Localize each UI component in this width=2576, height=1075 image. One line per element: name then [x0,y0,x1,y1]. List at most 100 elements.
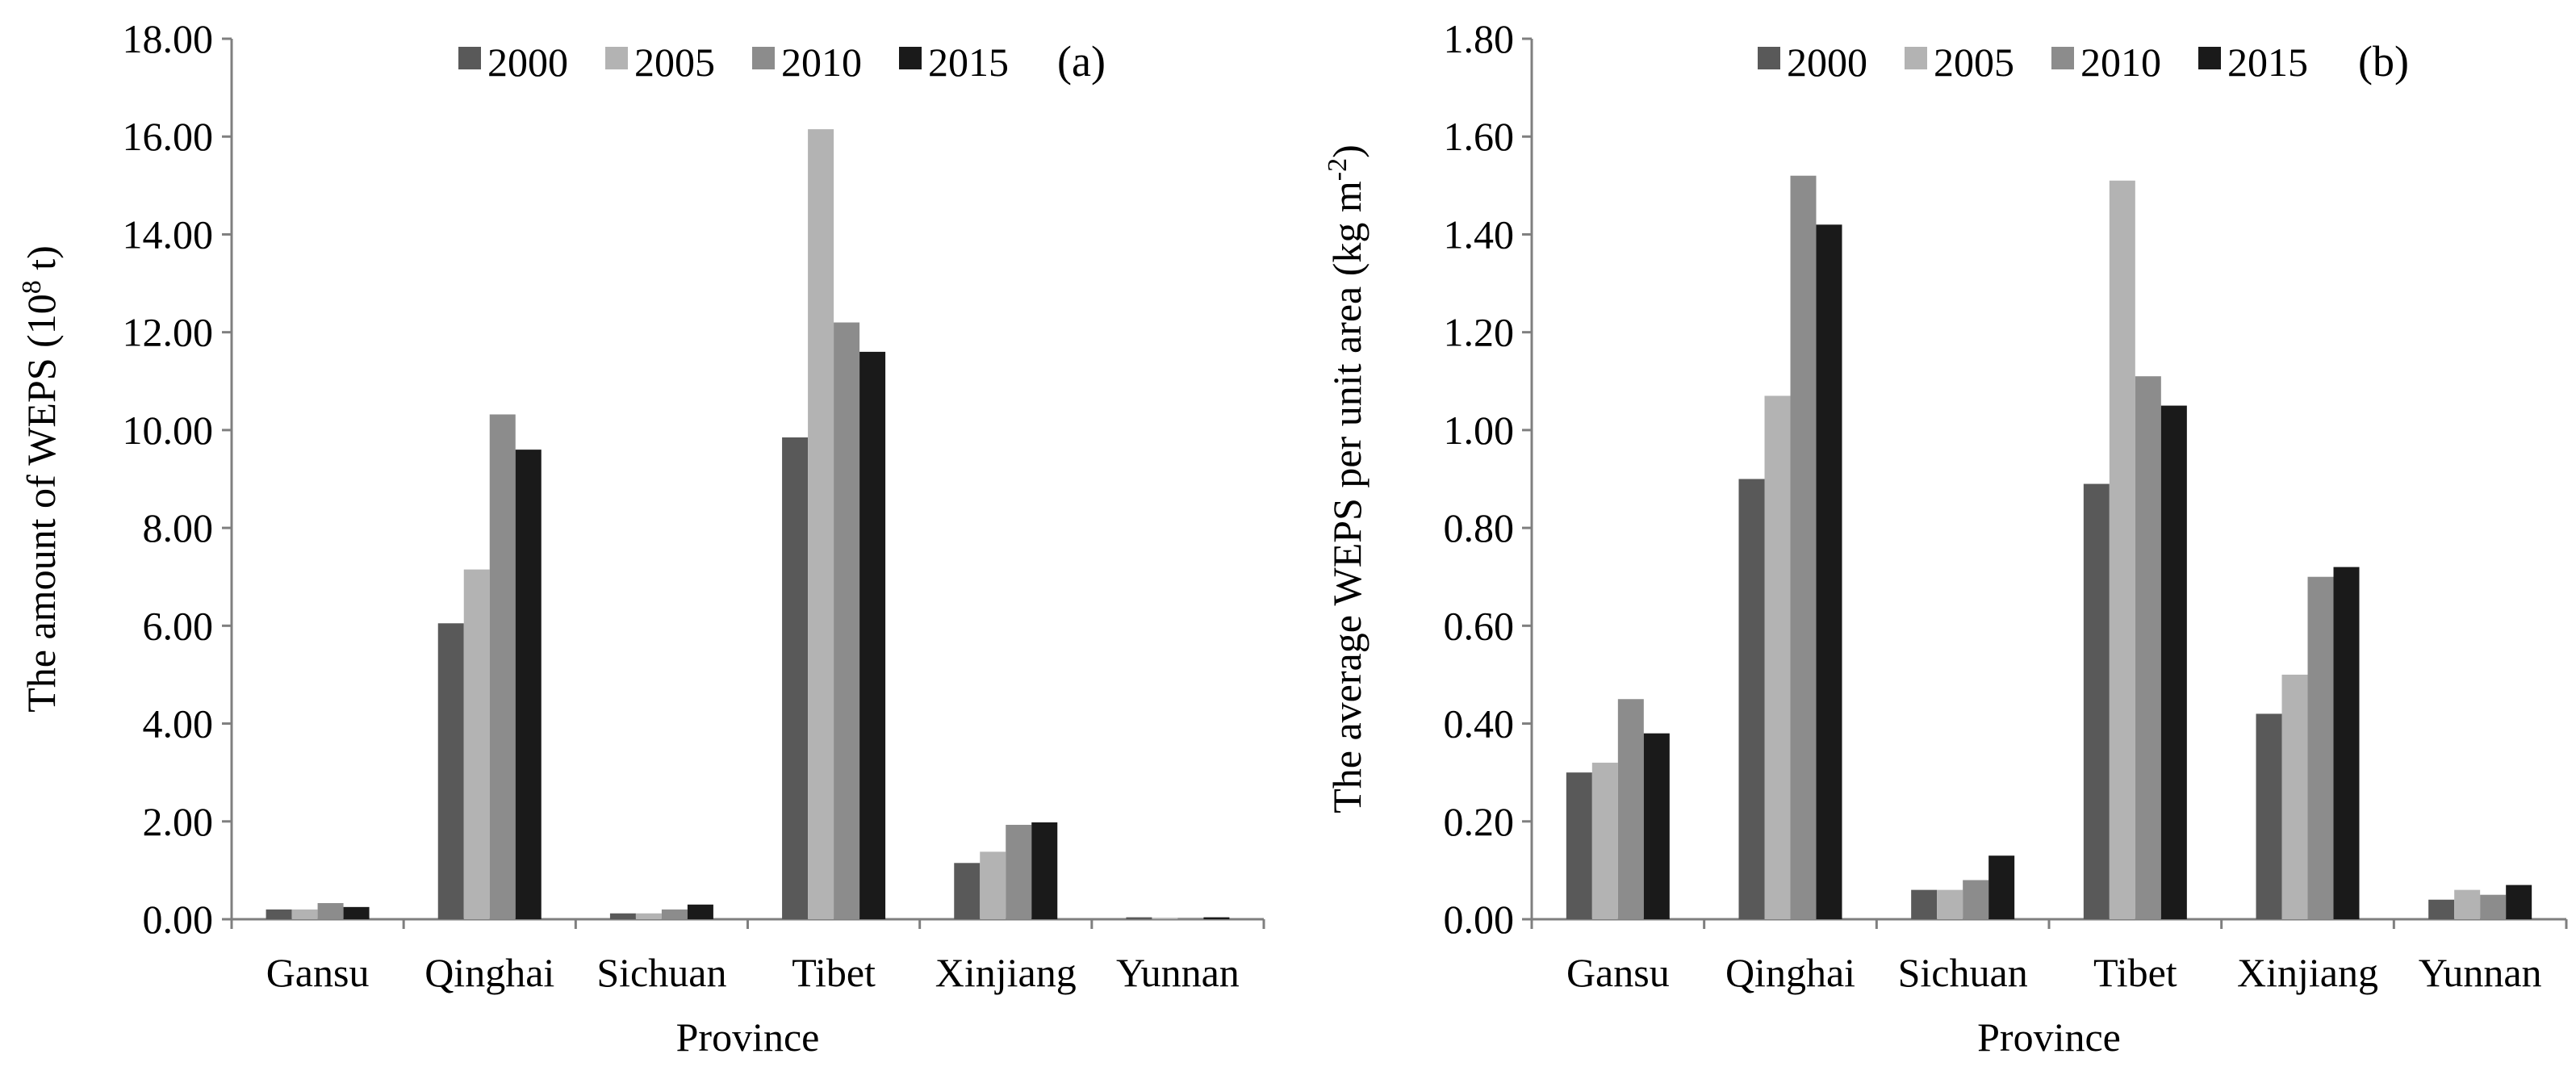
bar-2010-xinjiang [2307,576,2334,919]
bar-2010-qinghai [1790,175,1817,919]
bar-2005-xinjiang [980,851,1006,919]
x-tick-label: Yunnan [1116,950,1240,995]
bar-2005-yunnan [2454,889,2481,919]
legend-label-2005: 2005 [634,40,715,85]
bar-2015-yunnan [2506,885,2532,919]
y-tick-label: 0.40 [1444,701,1515,747]
x-tick-label: Yunnan [2419,950,2542,995]
legend-swatch-2015 [899,47,922,69]
bar-2005-gansu [291,909,318,919]
bar-2010-yunnan [2480,894,2507,919]
y-tick-label: 14.00 [123,211,214,257]
legend-label-2015: 2015 [2227,40,2308,85]
bar-2010-sichuan [661,909,688,919]
y-tick-label: 12.00 [123,310,214,355]
y-tick-label: 1.80 [1444,16,1515,61]
y-axis-unit: (kg m [1324,181,1370,276]
bar-2005-yunnan [1152,918,1178,919]
y-tick-label: 1.60 [1444,114,1515,159]
y-tick-label: 0.60 [1444,603,1515,648]
legend-swatch-2010 [2051,47,2074,69]
bar-2015-xinjiang [1031,822,1058,919]
y-tick-label: 10.00 [123,408,214,453]
x-tick-label: Qinghai [1725,950,1855,995]
bar-2010-tibet [2135,376,2161,919]
y-tick-label: 0.00 [143,897,214,942]
bar-2005-qinghai [463,569,490,919]
y-axis-unit-exponent: -2 [1323,158,1353,181]
y-axis-unit-suffix: t) [19,245,64,280]
bar-2010-yunnan [1177,918,1204,919]
bar-2010-sichuan [1963,880,1989,919]
legend-swatch-2005 [1905,47,1927,69]
x-tick-label: Gansu [266,950,370,995]
y-tick-label: 0.80 [1444,505,1515,550]
bar-2005-tibet [2109,180,2135,919]
bar-2015-qinghai [1816,224,1842,919]
x-tick-label: Sichuan [1898,950,2028,995]
y-tick-label: 16.00 [123,114,214,159]
legend-swatch-2000 [1758,47,1780,69]
y-tick-label: 4.00 [143,701,214,747]
legend-label-2010: 2010 [2080,40,2161,85]
bar-2010-gansu [317,902,344,919]
panel-label: (b) [2358,37,2409,86]
y-tick-label: 1.20 [1444,310,1515,355]
x-axis-title: Province [676,1014,820,1060]
y-tick-label: 1.40 [1444,211,1515,257]
bar-2015-yunnan [1203,917,1230,919]
bar-2000-yunnan [1126,917,1152,919]
bar-2010-tibet [834,322,860,919]
bar-2015-sichuan [1988,855,2015,919]
y-axis-title: The average WEPS per unit area (kg m-2) [1323,144,1370,814]
bar-2000-qinghai [437,623,464,919]
legend-label-2005: 2005 [1934,40,2014,85]
bar-2005-sichuan [1937,889,1963,919]
bar-2015-xinjiang [2333,567,2360,919]
chart-panel-a: 0.00 2.00 4.00 6.00 8.00 10.00 12.00 14.00 16.00… [17,16,1265,1060]
panel-label: (a) [1057,37,1106,86]
y-axis-title-text: The average WEPS per unit area [1324,276,1370,813]
bar-2005-gansu [1591,763,1618,919]
bar-2010-gansu [1617,699,1644,919]
bar-2000-sichuan [1911,889,1938,919]
legend-swatch-2005 [605,47,628,69]
y-axis-unit-suffix: ) [1324,144,1370,158]
bar-2005-sichuan [635,913,662,919]
bar-2005-tibet [808,129,834,919]
y-axis-title-text: The amount of WEPS [19,348,64,713]
y-tick-label: 0.00 [1444,897,1515,942]
bar-2000-xinjiang [954,863,981,919]
bar-2015-tibet [2160,405,2187,919]
x-tick-label: Xinjiang [2237,950,2378,995]
x-axis-title: Province [1977,1014,2121,1060]
legend-label-2000: 2000 [487,40,568,85]
y-axis-title: The amount of WEPS (108 t) [17,245,64,713]
x-tick-label: Qinghai [424,950,554,995]
x-tick-label: Tibet [792,950,876,995]
bar-2015-gansu [343,906,370,919]
bar-2015-qinghai [515,450,542,919]
y-axis-unit-exponent: 8 [17,280,47,294]
bar-2015-tibet [859,351,886,919]
bar-2000-qinghai [1738,479,1765,919]
bar-2015-gansu [1643,733,1670,919]
x-tick-label: Sichuan [596,950,726,995]
bar-2000-gansu [266,909,292,919]
bar-2010-xinjiang [1006,825,1032,919]
bar-2015-sichuan [687,904,713,919]
bar-2005-qinghai [1764,395,1791,919]
y-axis-unit: (10 [19,294,64,348]
y-tick-label: 2.00 [143,799,214,844]
bar-2005-xinjiang [2281,674,2308,919]
x-tick-label: Gansu [1566,950,1670,995]
y-tick-label: 8.00 [143,505,214,550]
bar-2000-tibet [782,437,809,919]
legend-label-2010: 2010 [781,40,862,85]
y-tick-label: 1.00 [1444,408,1515,453]
bar-2000-xinjiang [2256,713,2282,919]
y-tick-label: 18.00 [123,16,214,61]
x-tick-label: Tibet [2093,950,2177,995]
y-tick-label: 0.20 [1444,799,1515,844]
